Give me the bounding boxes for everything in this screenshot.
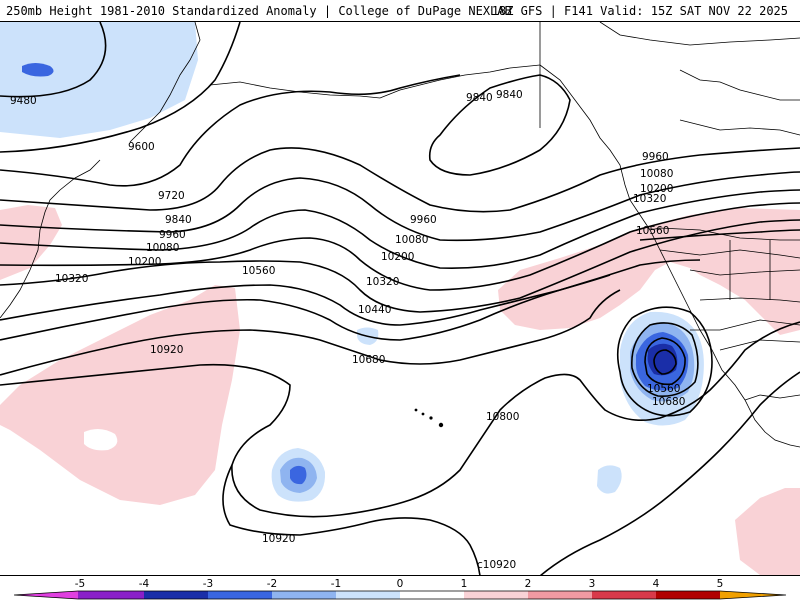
contour-10800 — [0, 321, 800, 518]
contour-labels: 9480 9600 9720 9840 9840 9840 9960 9960 … — [10, 89, 685, 571]
positive-anomaly-japan — [0, 205, 62, 280]
contour-9960 — [0, 171, 800, 242]
tick-pos3: 3 — [589, 578, 596, 590]
label-10320: 10320 — [55, 273, 88, 285]
label-9600: 9600 — [128, 141, 155, 153]
tick-pos5: 5 — [717, 578, 724, 590]
colorbar-seg-pos2 — [528, 591, 592, 599]
contour-10560-west — [0, 274, 611, 341]
tick-pos1: 1 — [461, 578, 468, 590]
colorbar-arrow-right — [720, 591, 786, 599]
contour-10560-east — [639, 229, 800, 241]
contour-9840 — [0, 147, 800, 213]
tick-neg1: -1 — [331, 578, 341, 590]
label-10560-b: 10560 — [636, 225, 669, 237]
contour-10320-low — [653, 349, 677, 375]
negative-anomaly-central-core — [290, 465, 307, 485]
label-10320-c: 10320 — [633, 193, 666, 205]
positive-anomaly-nepac — [498, 208, 800, 335]
label-10920: 10920 — [150, 344, 183, 356]
anomaly-shading — [0, 22, 800, 575]
label-10080-b: 10080 — [395, 234, 428, 246]
contour-10920 — [222, 464, 481, 575]
colorbar-seg-neg5 — [78, 591, 144, 599]
label-9840: 9840 — [165, 214, 192, 226]
tick-neg5: -5 — [75, 578, 85, 590]
label-10440: 10440 — [358, 304, 391, 316]
negative-anomaly-gulf-alaska — [0, 22, 198, 138]
model-valid-time: 18Z GFS | F141 Valid: 15Z SAT NOV 22 202… — [491, 4, 788, 18]
label-10560: 10560 — [242, 265, 275, 277]
label-10200-c: 10200 — [640, 183, 673, 195]
label-10920-c: c10920 — [477, 559, 516, 571]
label-10920-b: 10920 — [262, 533, 295, 545]
label-10080-c: 10080 — [640, 168, 673, 180]
map-header: 250mb Height 1981-2010 Standardized Anom… — [0, 0, 800, 22]
contour-9600 — [0, 22, 241, 153]
colorbar-svg: -5 -4 -3 -2 -1 0 1 2 3 4 5 — [13, 578, 787, 600]
negative-anomaly-hawaii-south — [597, 465, 622, 494]
hawaiian-islands — [414, 408, 444, 428]
colorbar-seg-neg3 — [208, 591, 272, 599]
contour-10680 — [0, 289, 621, 376]
contour-10680-low — [616, 306, 713, 417]
contour-9720 — [0, 74, 461, 187]
colorbar-seg-pos4 — [656, 591, 720, 599]
label-10800: 10800 — [486, 411, 519, 423]
height-contours — [0, 22, 800, 575]
label-9480: 9480 — [10, 95, 37, 107]
map-canvas: 9480 9600 9720 9840 9840 9840 9960 9960 … — [0, 22, 800, 575]
positive-anomaly-whitespot — [84, 428, 118, 451]
label-10320-b: 10320 — [366, 276, 399, 288]
label-10680: 10680 — [352, 354, 385, 366]
label-9960-b: 9960 — [410, 214, 437, 226]
label-10560-c: 10560 — [647, 383, 680, 395]
label-9960-c: 9960 — [642, 151, 669, 163]
colorbar-seg-pos3 — [592, 591, 656, 599]
colorbar-seg-neg1 — [336, 591, 400, 599]
weather-map[interactable]: 9480 9600 9720 9840 9840 9840 9960 9960 … — [0, 22, 800, 576]
anomaly-colorbar: -5 -4 -3 -2 -1 0 1 2 3 4 5 — [0, 576, 800, 600]
label-9840-b: 9840 — [466, 92, 493, 104]
coastlines — [0, 22, 800, 448]
negative-anomaly-core-nw — [22, 63, 54, 77]
contour-10920-east — [539, 371, 800, 575]
tick-zero: 0 — [397, 578, 404, 590]
negative-anomaly-cutoff-core — [647, 343, 678, 376]
tick-neg4: -4 — [139, 578, 150, 590]
tick-neg2: -2 — [267, 578, 277, 590]
contour-9480 — [0, 22, 107, 98]
colorbar-seg-neg2 — [272, 591, 336, 599]
label-10080: 10080 — [146, 242, 179, 254]
label-10200: 10200 — [128, 256, 161, 268]
positive-anomaly-central-pacific — [0, 285, 240, 505]
colorbar-seg-pos1 — [464, 591, 528, 599]
label-10680-b: 10680 — [652, 396, 685, 408]
label-9720: 9720 — [158, 190, 185, 202]
colorbar-arrow-left — [14, 591, 78, 599]
contour-9840-alaska — [428, 74, 571, 176]
colorbar-seg-zero — [400, 591, 464, 599]
positive-anomaly-se — [735, 488, 800, 575]
contour-10440-low — [644, 337, 686, 386]
tick-pos4: 4 — [653, 578, 660, 590]
contour-10560-low — [631, 322, 699, 398]
tick-neg3: -3 — [203, 578, 213, 590]
label-10200-b: 10200 — [381, 251, 414, 263]
contour-10080 — [0, 189, 800, 270]
label-9840-c: 9840 — [496, 89, 523, 101]
label-9960: 9960 — [159, 229, 186, 241]
colorbar-tick-labels: -5 -4 -3 -2 -1 0 1 2 3 4 5 — [75, 578, 724, 590]
colorbar-seg-neg4 — [144, 591, 208, 599]
tick-pos2: 2 — [525, 578, 532, 590]
product-title: 250mb Height 1981-2010 Standardized Anom… — [6, 4, 512, 18]
